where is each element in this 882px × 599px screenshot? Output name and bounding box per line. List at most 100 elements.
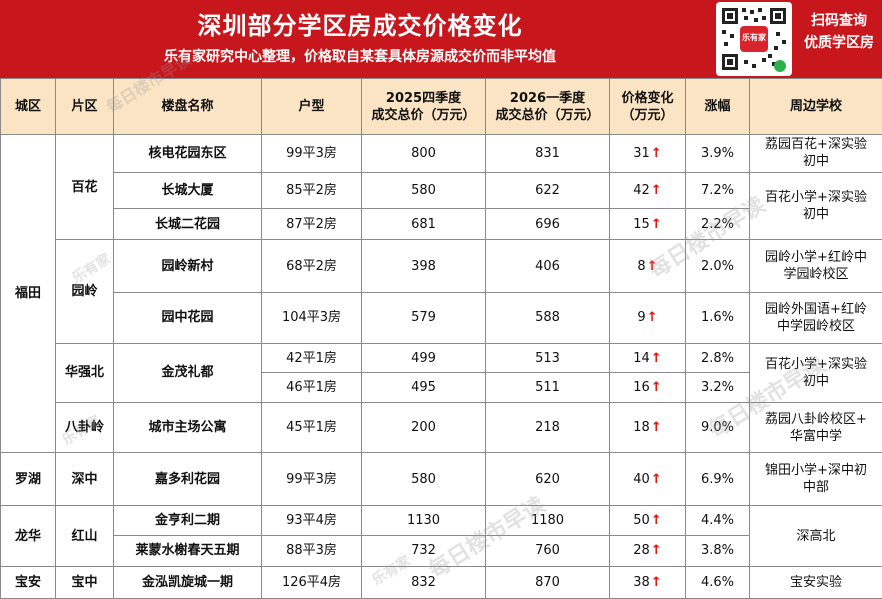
q1-price-cell: 588 [485,292,610,344]
col-q1: 2026一季度 成交总价（万元） [485,78,610,135]
change-cell: 15↑ [609,207,686,241]
col-change-line1: 价格变化 [621,90,674,106]
layout-cell: 93平4房 [261,505,362,536]
q4-price-cell: 580 [361,452,486,507]
change-value: 42 [633,182,650,198]
col-q4-line2: 成交总价（万元） [371,107,476,123]
school-line: 园岭外国语+红岭 [765,301,867,317]
school-line: 中部 [802,480,829,496]
col-district: 城区 [0,78,56,135]
layout-cell: 42平1房 [261,342,362,374]
q1-price-cell: 622 [485,171,610,209]
up-arrow-icon: ↑ [650,575,662,591]
school-line: 百花小学+深实验 [765,356,867,372]
q4-price-cell: 681 [361,207,486,241]
growth-cell: 2.8% [685,342,750,374]
growth-cell: 7.2% [685,171,750,209]
table-row: 华强北 金茂礼都 42平1房 499 513 14↑ 2.8% 百花小学+深实验… [1,342,882,403]
estate-cell: 长城大厦 [113,171,262,209]
estate-cell: 核电花园东区 [113,134,262,173]
qr-code-graphic [716,2,792,76]
q1-price-cell: 696 [485,207,610,241]
layout-cell: 104平3房 [261,292,362,344]
estate-cell: 金茂礼都 [113,342,262,403]
estate-cell: 城市主场公寓 [113,401,262,454]
district-cell: 罗湖 [0,452,56,507]
estate-cell: 园岭新村 [113,239,262,294]
q4-price-cell: 200 [361,401,486,454]
q1-price-cell: 511 [485,372,610,403]
col-change: 价格变化 （万元） [609,78,686,135]
growth-cell: 2.0% [685,239,750,294]
up-arrow-icon: ↑ [646,310,658,326]
change-value: 28 [633,543,650,559]
growth-cell: 1.6% [685,292,750,344]
layout-cell: 68平2房 [261,239,362,294]
col-q4: 2025四季度 成交总价（万元） [361,78,486,135]
qr-code[interactable]: 乐有家 [716,2,792,76]
col-estate: 楼盘名称 [113,78,262,135]
school-line: 百花小学+深实验 [765,190,867,206]
school-cell: 宝安实验 [749,566,882,599]
growth-cell: 3.8% [685,534,750,568]
q1-price-cell: 513 [485,342,610,374]
change-cell: 28↑ [609,534,686,568]
school-line: 初中 [802,373,829,389]
up-arrow-icon: ↑ [650,182,662,198]
up-arrow-icon: ↑ [650,145,662,161]
up-arrow-icon: ↑ [650,216,662,232]
school-cell: 荔园百花+深实验 初中 [749,134,882,173]
table-row: 八卦岭 城市主场公寓 45平1房 200 218 18↑ 9.0% 荔园八卦岭校… [1,401,882,454]
change-value: 16 [633,380,650,396]
growth-cell: 4.4% [685,505,750,536]
school-cell: 百花小学+深实验 初中 [749,171,882,241]
area-cell: 八卦岭 [55,401,114,454]
qr-caption: 扫码查询 优质学区房 [796,10,882,54]
change-cell: 50↑ [609,505,686,536]
layout-cell: 99平3房 [261,452,362,507]
change-cell: 14↑ [609,342,686,374]
layout-cell: 87平2房 [261,207,362,241]
area-cell: 园岭 [55,239,114,344]
school-line: 锦田小学+深中初 [765,463,867,479]
col-schools: 周边学校 [749,78,882,135]
table-row: 龙华 红山 金亨利二期 93平4房 1130 1180 50↑ 4.4% 深高北 [0,505,882,568]
layout-cell: 46平1房 [261,372,362,403]
layout-cell: 99平3房 [261,134,362,173]
school-line: 华富中学 [789,428,842,444]
change-cell: 16↑ [609,372,686,403]
price-table: 城区 片区 楼盘名称 户型 2025四季度 成交总价（万元） 2026一季度 成… [0,78,882,599]
growth-cell: 3.9% [685,134,750,173]
table-row: 园岭 园岭新村 68平2房 398 406 8↑ 2.0% 园岭小学+红岭中 学园… [1,239,882,344]
change-cell: 38↑ [609,566,686,599]
up-arrow-icon: ↑ [650,380,662,396]
table-row: 福田 百花 核电花园东区 99平3房 800 831 31↑ 3.9% 荔园百花… [0,133,882,454]
change-cell: 8↑ [609,239,686,294]
area-cell: 深中 [55,452,114,507]
q4-price-cell: 499 [361,342,486,374]
growth-cell: 4.6% [685,566,750,599]
school-cell: 园岭外国语+红岭 中学园岭校区 [749,292,882,344]
q4-price-cell: 580 [361,171,486,209]
growth-cell: 2.2% [685,207,750,241]
layout-cell: 85平2房 [261,171,362,209]
school-line: 荔园百花+深实验 [765,137,867,153]
page-subtitle: 乐有家研究中心整理，价格取自某套具体房源成交价而非平均值 [164,49,556,65]
change-cell: 40↑ [609,452,686,507]
up-arrow-icon: ↑ [650,350,662,366]
estate-cell: 金泓凯旋城一期 [113,566,262,599]
school-cell: 深高北 [749,505,882,568]
up-arrow-icon: ↑ [650,471,662,487]
up-arrow-icon: ↑ [650,420,662,436]
change-value: 38 [633,575,650,591]
change-value: 14 [633,350,650,366]
col-layout: 户型 [261,78,362,135]
school-line: 园岭小学+红岭中 [765,250,867,266]
area-cell: 华强北 [55,342,114,403]
q4-price-cell: 579 [361,292,486,344]
estate-cell: 金亨利二期 [113,505,262,536]
q1-price-cell: 218 [485,401,610,454]
change-cell: 42↑ [609,171,686,209]
q4-price-cell: 832 [361,566,486,599]
